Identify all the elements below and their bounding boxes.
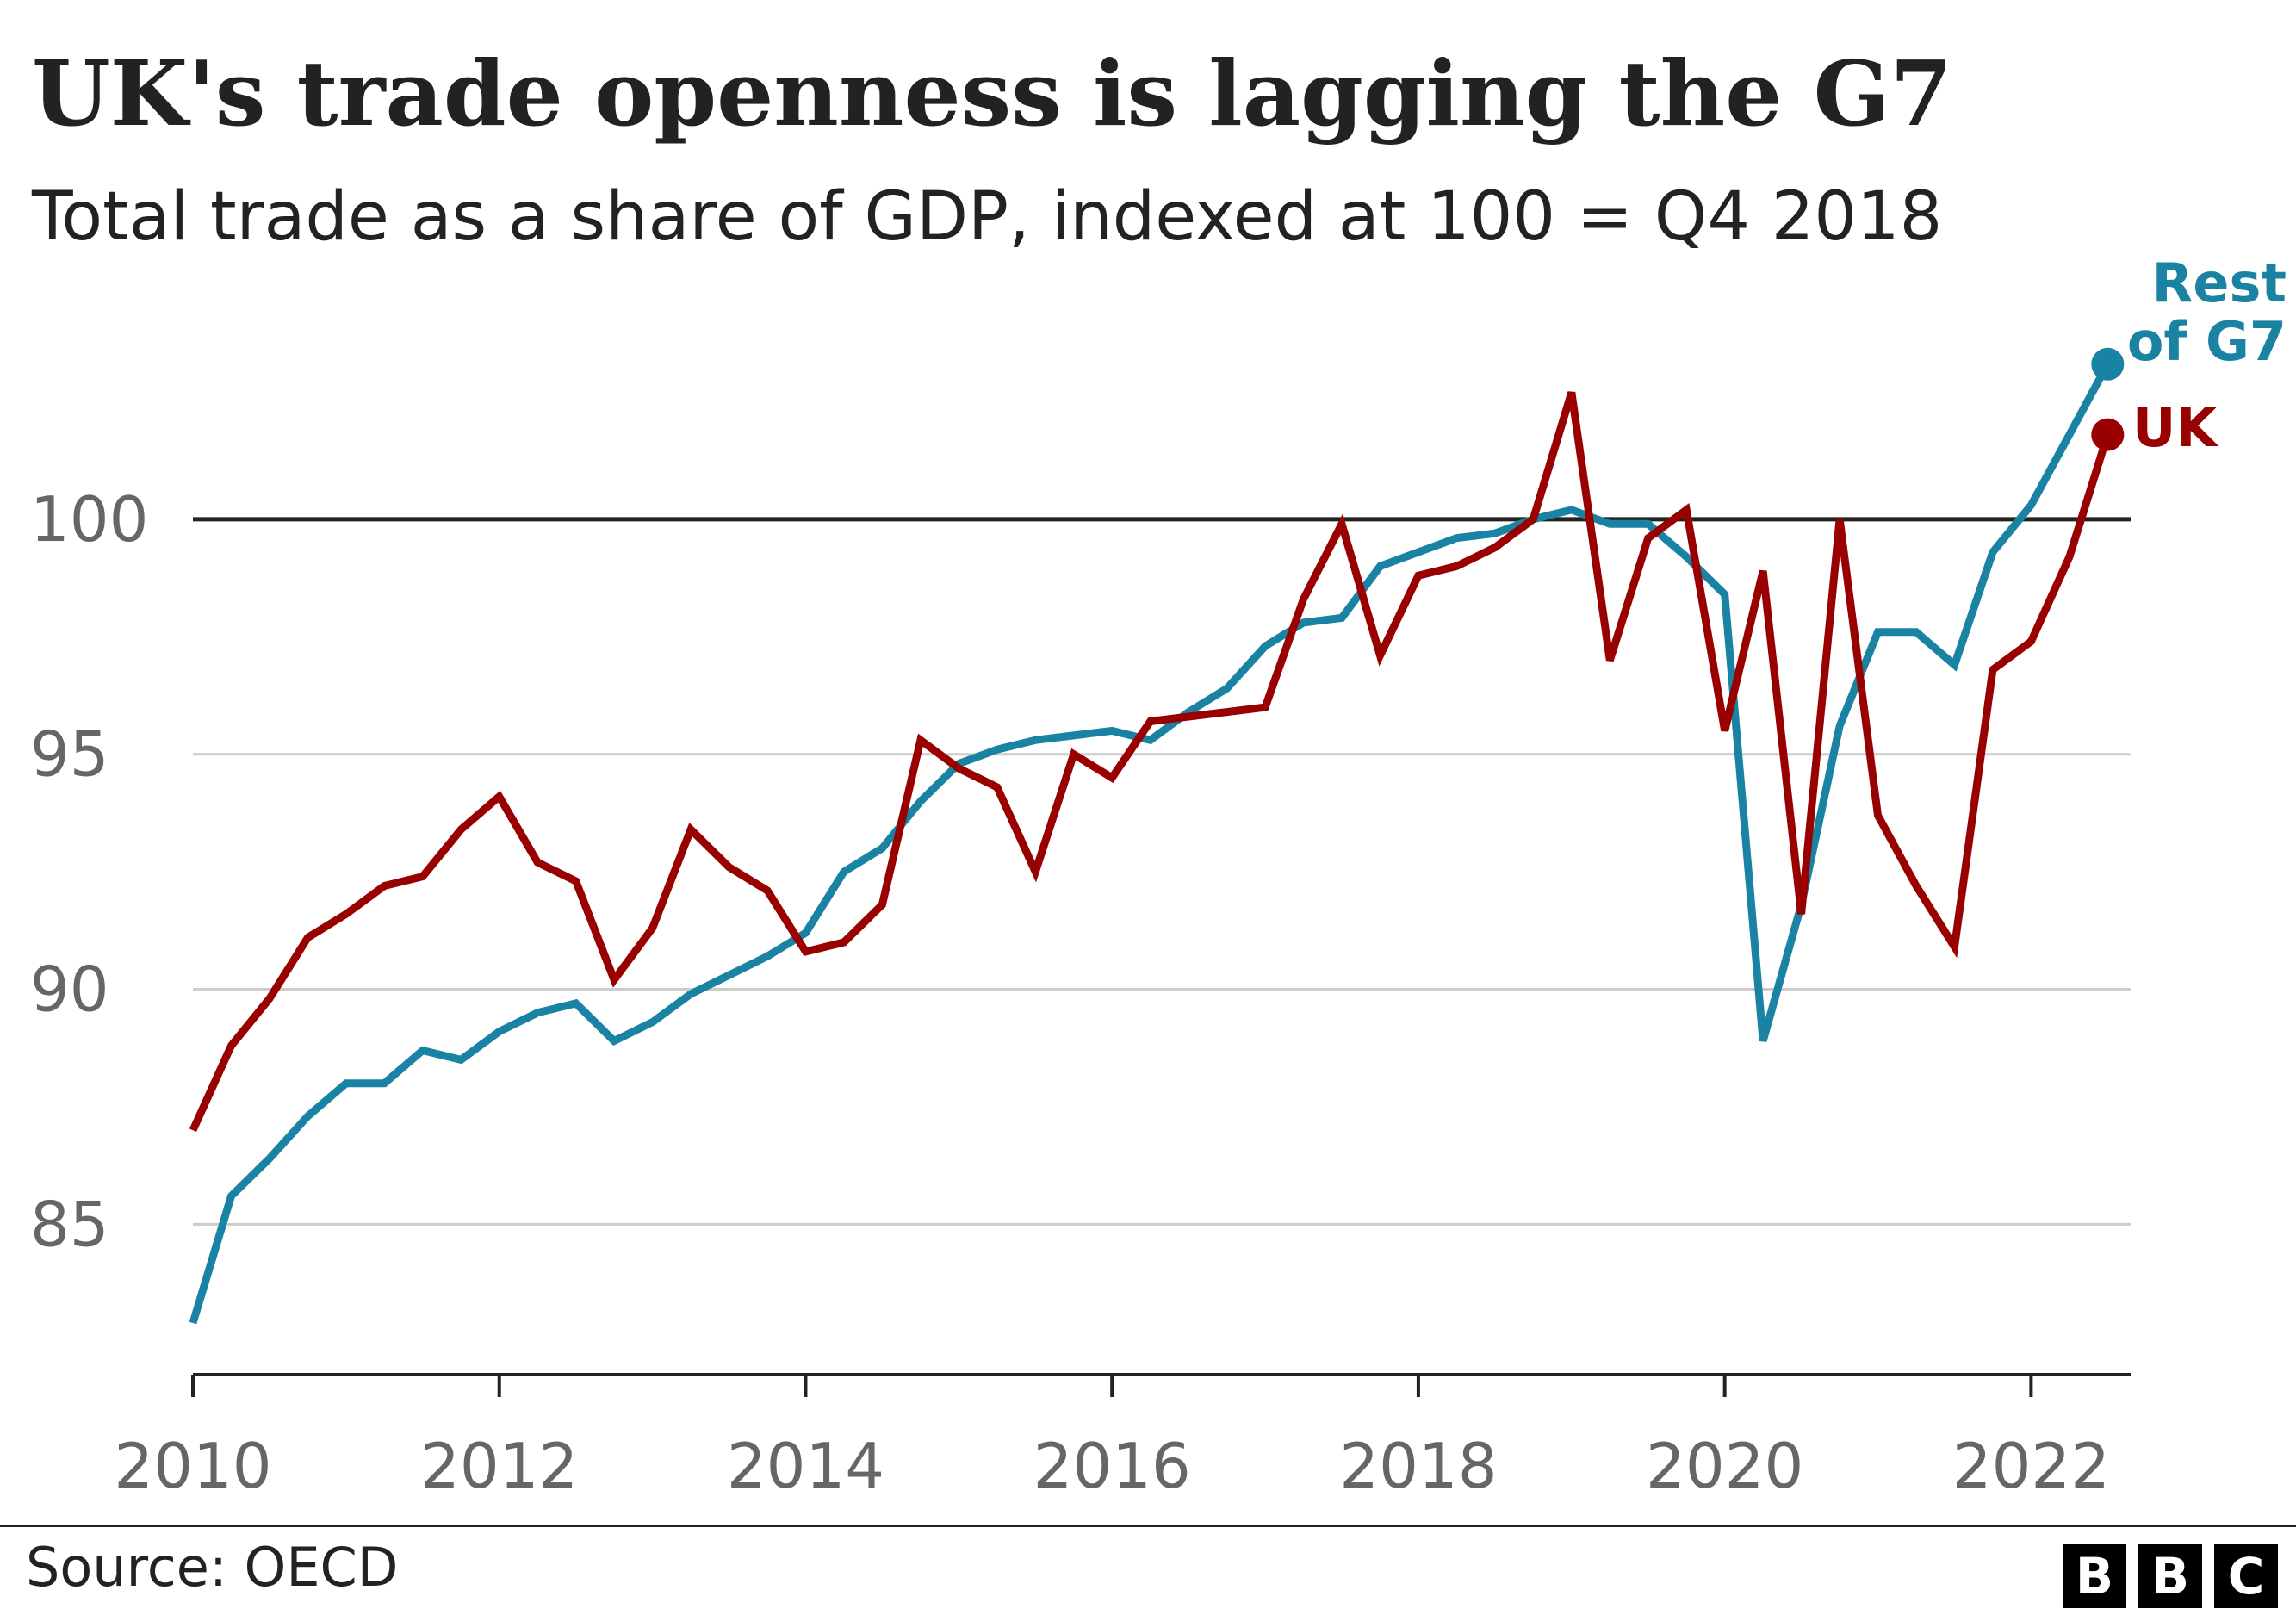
x-tick-2016: 2016: [1033, 1430, 1191, 1502]
x-tick-2018: 2018: [1339, 1430, 1497, 1502]
logo-letter-b1: B: [2063, 1544, 2126, 1608]
x-tick-2010: 2010: [114, 1430, 271, 1502]
x-tick-labels: 2010 2012 2014 2016 2018 2020 2022: [114, 1430, 2110, 1502]
series-labels: Rest of G7 UK: [2127, 252, 2287, 459]
logo-letter-c: C: [2214, 1544, 2278, 1608]
series-line-uk: [189, 391, 2112, 1133]
series-label-rest-of-g7: Rest of G7: [2127, 252, 2287, 373]
y-tick-100: 100: [30, 483, 148, 556]
y-tick-85: 85: [30, 1188, 109, 1260]
y-tick-90: 90: [30, 953, 109, 1026]
series-label-line-1: Rest: [2152, 252, 2287, 314]
chart-subtitle: Total trade as a share of GDP, indexed a…: [32, 178, 1943, 256]
line-chart: 2010 2012 2014 2016 2018 2020 2022 85 90 95 100 R…: [30, 252, 2287, 1502]
x-tick-2022: 2022: [1952, 1430, 2110, 1502]
series-label-uk: UK: [2132, 396, 2218, 459]
series-end-marker-rest-of-g7: [2091, 347, 2125, 381]
y-tick-labels: 85 90 95 100: [30, 483, 148, 1261]
bbc-logo: B B C: [2063, 1544, 2278, 1608]
chart-title: UK's trade openness is lagging the G7: [32, 40, 1952, 146]
logo-letter-b2: B: [2138, 1544, 2202, 1608]
x-tick-2014: 2014: [727, 1430, 884, 1502]
series-lines: [189, 347, 2125, 1325]
series-line-rest-of-g7: [189, 362, 2112, 1325]
y-tick-95: 95: [30, 718, 109, 791]
footer-divider: [0, 1525, 2296, 1527]
x-tick-2020: 2020: [1646, 1430, 1803, 1502]
x-axis: [191, 1373, 2131, 1397]
source-note: Source: OECD: [26, 1536, 399, 1599]
gridlines: [193, 517, 2131, 1226]
x-tick-2012: 2012: [420, 1430, 578, 1502]
series-label-line-2: of G7: [2127, 310, 2287, 373]
series-end-marker-uk: [2091, 418, 2125, 451]
